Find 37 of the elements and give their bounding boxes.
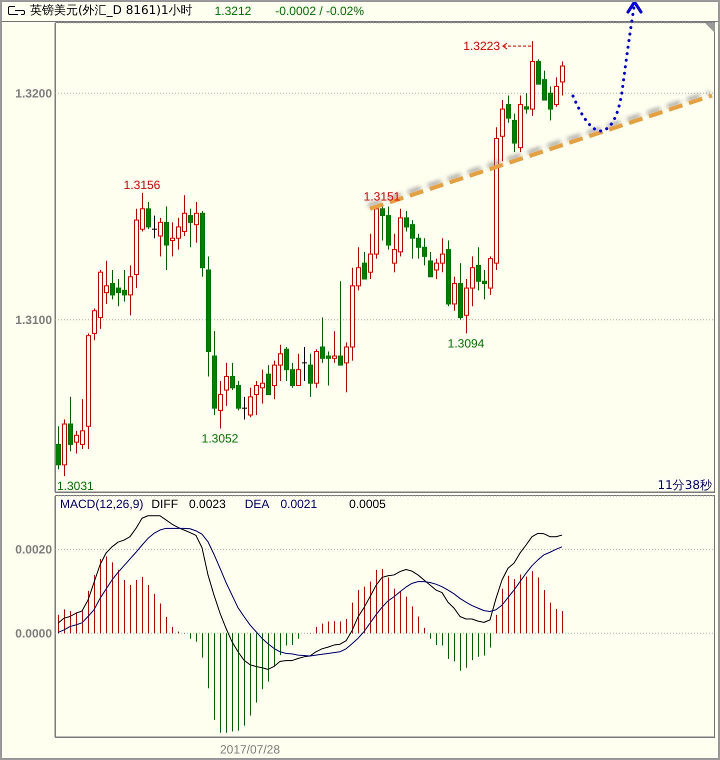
annotation: 0.0023: [189, 497, 226, 511]
annotation: 1.3156: [124, 178, 161, 192]
line-series: [58, 528, 562, 656]
chart-subtitle: 1.3212: [214, 4, 252, 18]
annotation: 1.3151: [364, 189, 401, 204]
chart-title: 英镑美元(外汇_D 8161)1小时: [30, 2, 193, 19]
candlestick: [194, 201, 199, 244]
annotation: 0.0021: [280, 497, 318, 511]
y-tick-label: 1.3200: [15, 86, 52, 100]
annotation: 1.3223: [463, 39, 500, 54]
text: DEA: [244, 497, 270, 511]
candlestick: [242, 396, 248, 420]
y-tick-label: 1.3100: [15, 313, 52, 328]
candlestick: [212, 330, 217, 416]
candlestick: [206, 256, 211, 377]
series-label: DIFF: [151, 497, 178, 511]
candlestick: [128, 264, 133, 316]
annotation: 1.3094: [448, 336, 485, 350]
candlestick: [152, 215, 158, 239]
candlestick: [224, 362, 229, 406]
y-tick-label: 0.0000: [15, 626, 52, 641]
annotation: 0.0005: [349, 497, 386, 511]
candlestick: [500, 100, 505, 162]
text: -0.0002 / -0.02%: [275, 4, 364, 18]
candlestick: [308, 353, 313, 398]
chart-title: MACD(12,26,9): [60, 497, 144, 511]
x-tick-label: 2017/07/28: [220, 742, 280, 757]
candlestick: [302, 346, 308, 382]
candlestick: [218, 380, 223, 430]
annotation: 1.3052: [202, 432, 239, 446]
candlestick: [512, 113, 517, 153]
annotation: 1.3031: [57, 479, 94, 494]
line-series: [58, 515, 562, 670]
candlestick: [530, 40, 535, 116]
y-tick-label: 0.0020: [15, 542, 52, 557]
annotation: 11分38秒: [657, 477, 712, 494]
candlestick: [164, 206, 169, 270]
